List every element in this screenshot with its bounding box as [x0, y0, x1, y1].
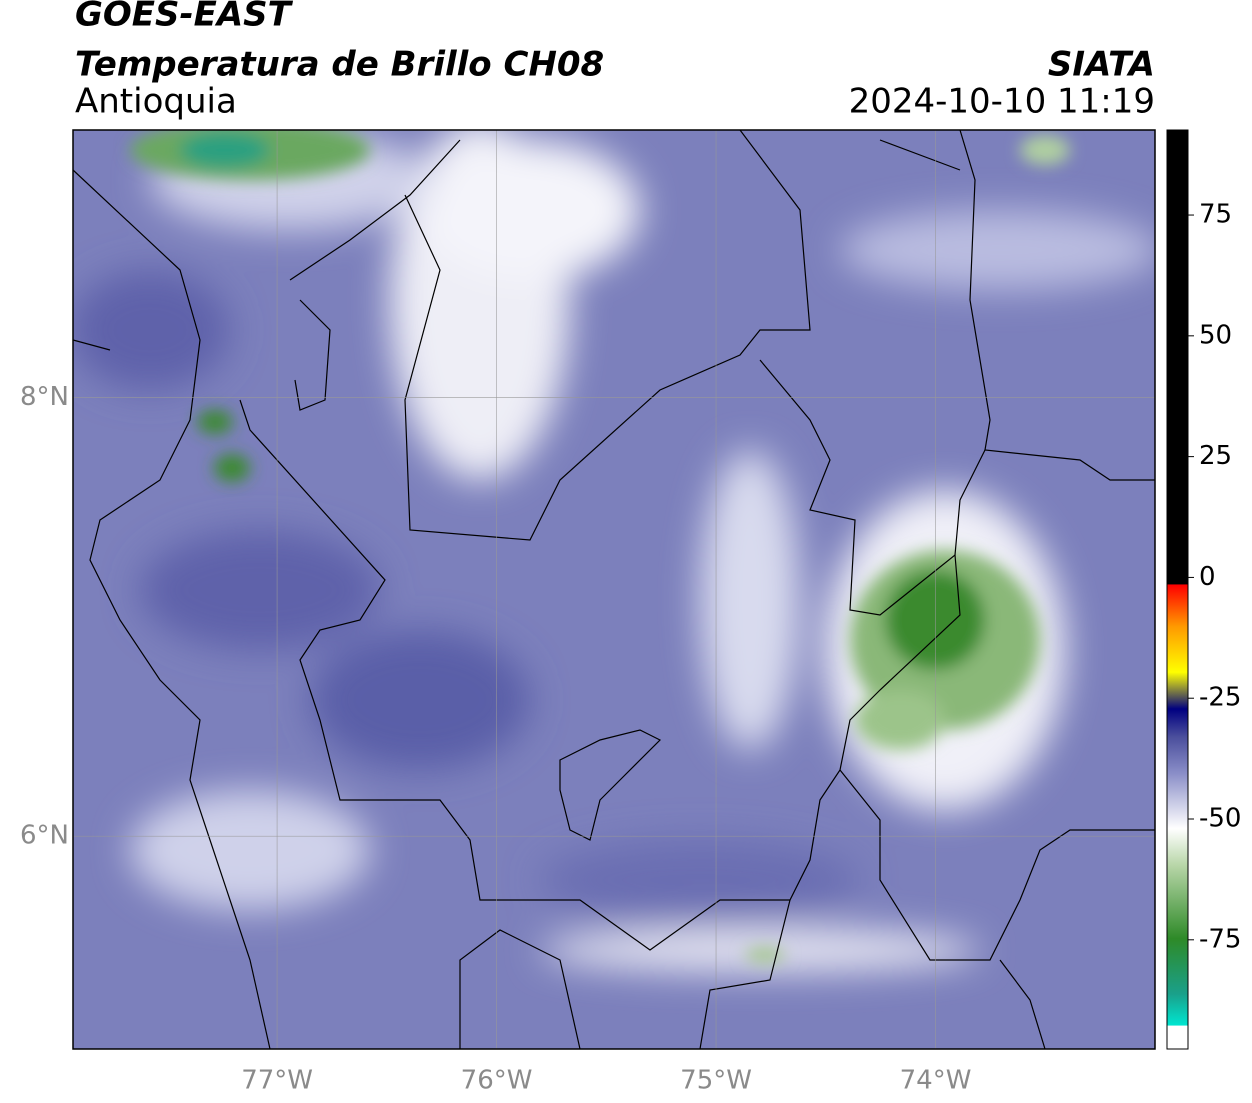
map-frame — [72, 129, 1156, 1050]
x-tick-label: 76°W — [461, 1066, 533, 1096]
colorbar-tick-label: -25 — [1199, 683, 1241, 713]
colorbar-tick-label: 25 — [1199, 441, 1232, 471]
y-tick-label: 8°N — [20, 382, 69, 412]
colorbar-tick-label: 0 — [1199, 562, 1216, 592]
y-tick-label: 6°N — [20, 821, 69, 851]
x-tick-label: 75°W — [680, 1066, 752, 1096]
graticule — [73, 130, 1155, 1049]
x-tick-label: 74°W — [900, 1066, 972, 1096]
source: SIATA — [1048, 45, 1155, 85]
region: Antioquia — [75, 82, 237, 122]
map-image — [73, 130, 1155, 1049]
colorbar-tick-label: -75 — [1199, 924, 1241, 954]
colorbar-tick-label: 50 — [1199, 320, 1232, 350]
colorbar-tick-label: 75 — [1199, 200, 1232, 230]
subtitle: Temperatura de Brillo CH08 — [75, 45, 604, 85]
datetime: 2024-10-10 11:19 — [849, 82, 1155, 122]
title: GOES-EAST — [75, 0, 294, 35]
colorbar — [1166, 129, 1189, 1050]
x-tick-label: 77°W — [241, 1066, 313, 1096]
colorbar-tick-label: -50 — [1199, 804, 1241, 834]
